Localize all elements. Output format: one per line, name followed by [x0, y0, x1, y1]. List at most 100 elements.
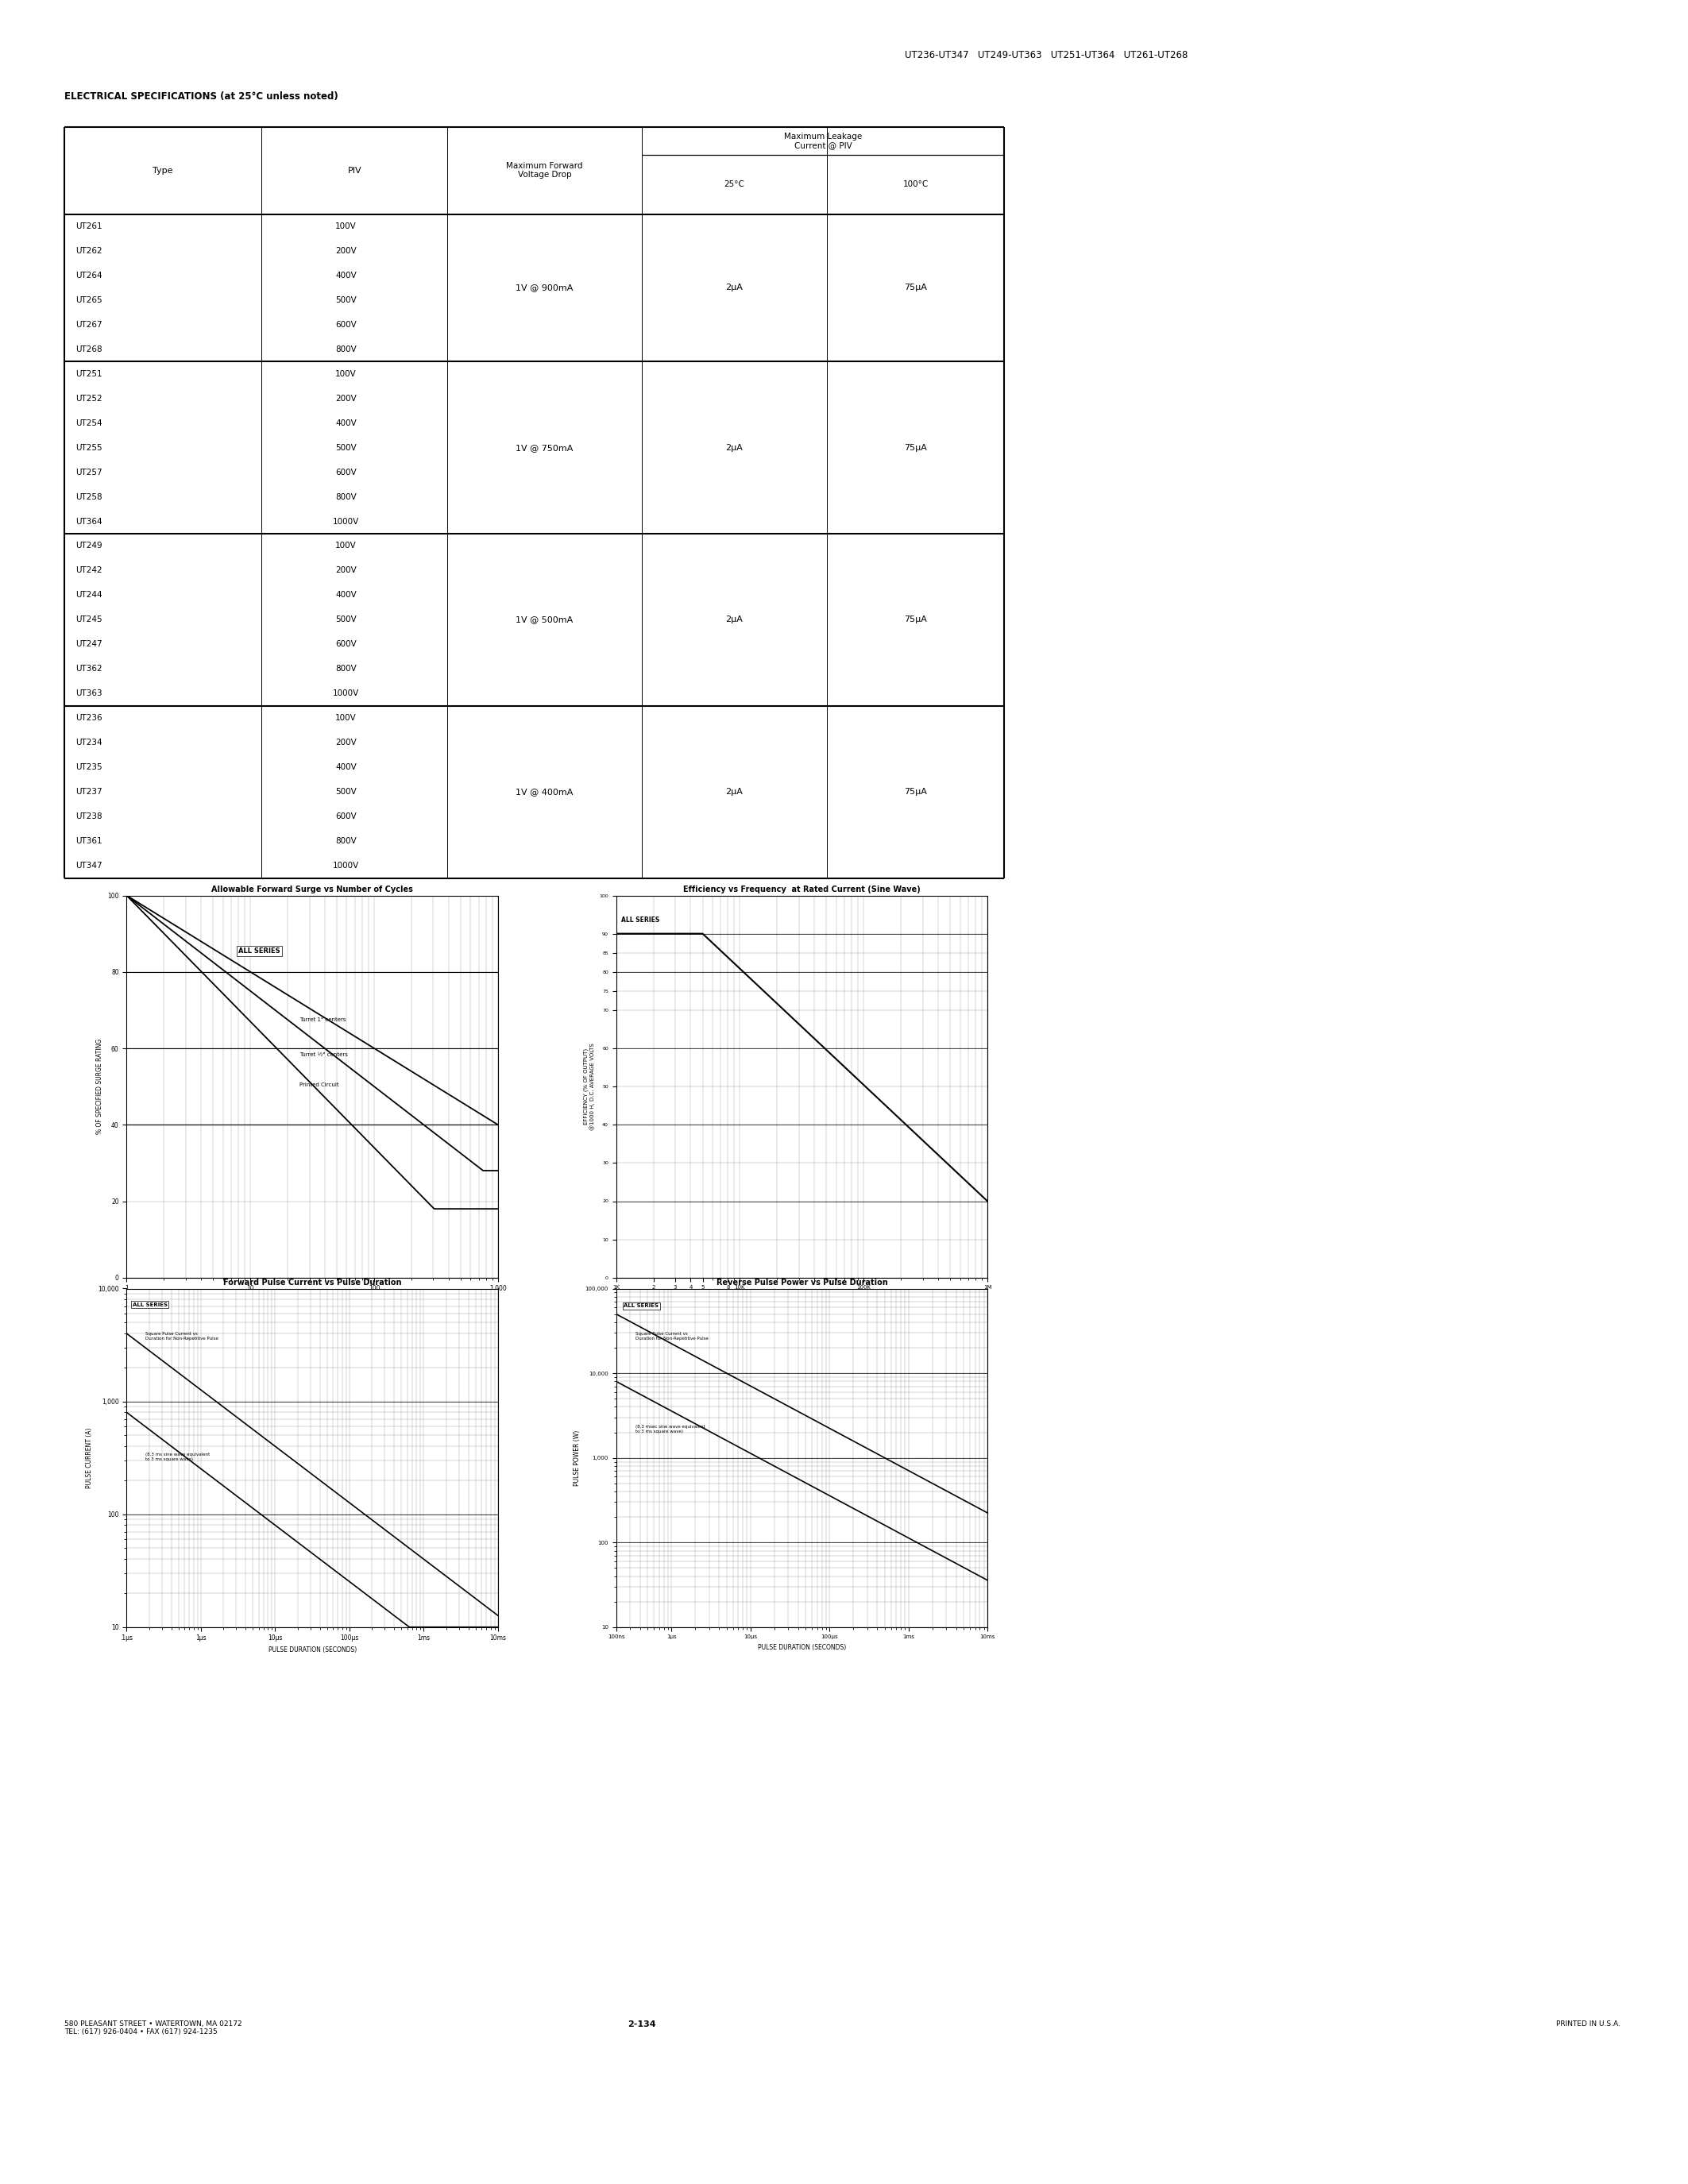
Text: 500V: 500V: [336, 297, 356, 304]
Text: ALL SERIES: ALL SERIES: [621, 917, 660, 924]
Text: UT261: UT261: [76, 223, 103, 229]
Text: 100V: 100V: [336, 542, 356, 550]
X-axis label: PULSE DURATION (SECONDS): PULSE DURATION (SECONDS): [758, 1645, 846, 1651]
Title: Reverse Pulse Power vs Pulse Duration: Reverse Pulse Power vs Pulse Duration: [716, 1280, 888, 1286]
Text: UT268: UT268: [76, 345, 103, 354]
Text: UT347: UT347: [76, 863, 103, 869]
Text: 100V: 100V: [336, 714, 356, 723]
Text: UT252: UT252: [76, 395, 103, 402]
X-axis label: PULSE DURATION (SECONDS): PULSE DURATION (SECONDS): [268, 1647, 356, 1653]
Text: UT245: UT245: [76, 616, 103, 625]
Text: UT255: UT255: [76, 443, 103, 452]
Text: UT244: UT244: [76, 592, 103, 598]
X-axis label: FREQUENCY (H$_2$) –HALF WAVE  RES STIVE LOAD  NO FILTER: FREQUENCY (H$_2$) –HALF WAVE RES STIVE L…: [717, 1295, 886, 1302]
Text: 2μA: 2μA: [726, 788, 743, 795]
Text: UT363: UT363: [76, 690, 103, 697]
Text: 800V: 800V: [336, 494, 356, 500]
Text: 100V: 100V: [336, 223, 356, 229]
Text: Turret 1" centers: Turret 1" centers: [300, 1018, 346, 1022]
Text: Square Pulse Current vs
Duration for Non-Repetitive Pulse: Square Pulse Current vs Duration for Non…: [635, 1332, 709, 1341]
Text: 600V: 600V: [336, 321, 356, 328]
Text: 500V: 500V: [336, 443, 356, 452]
Text: 400V: 400V: [336, 764, 356, 771]
Text: (8.3 ms sine wave equivalent
to 3 ms square wave): (8.3 ms sine wave equivalent to 3 ms squ…: [145, 1452, 209, 1461]
Text: UT247: UT247: [76, 640, 103, 649]
Text: 2-134: 2-134: [628, 2020, 655, 2029]
Text: UT257: UT257: [76, 467, 103, 476]
Y-axis label: % OF SPECIFIED SURGE RATING: % OF SPECIFIED SURGE RATING: [96, 1040, 103, 1133]
Title: Allowable Forward Surge vs Number of Cycles: Allowable Forward Surge vs Number of Cyc…: [211, 887, 414, 893]
Y-axis label: PULSE CURRENT (A): PULSE CURRENT (A): [86, 1428, 93, 1487]
Text: UT251: UT251: [76, 369, 103, 378]
Text: 1V @ 900mA: 1V @ 900mA: [515, 284, 574, 293]
Text: 2μA: 2μA: [726, 284, 743, 293]
Text: 800V: 800V: [336, 345, 356, 354]
Text: 75μA: 75μA: [905, 788, 927, 795]
Text: 500V: 500V: [336, 616, 356, 625]
Text: 600V: 600V: [336, 812, 356, 821]
Text: 400V: 400V: [336, 592, 356, 598]
Text: ALL SERIES: ALL SERIES: [238, 948, 280, 954]
Text: UT234: UT234: [76, 738, 103, 747]
Text: 2μA: 2μA: [726, 443, 743, 452]
Text: 800V: 800V: [336, 664, 356, 673]
Text: PRINTED IN U.S.A.: PRINTED IN U.S.A.: [1556, 2020, 1620, 2027]
Text: 580 PLEASANT STREET • WATERTOWN, MA 02172
TEL: (617) 926-0404 • FAX (617) 924-12: 580 PLEASANT STREET • WATERTOWN, MA 0217…: [64, 2020, 241, 2035]
Text: Maximum Leakage
Current @ PIV: Maximum Leakage Current @ PIV: [783, 133, 863, 149]
Text: ALL SERIES: ALL SERIES: [625, 1304, 658, 1308]
Title: Efficiency vs Frequency  at Rated Current (Sine Wave): Efficiency vs Frequency at Rated Current…: [684, 887, 920, 893]
Text: 100°C: 100°C: [903, 181, 928, 188]
Text: UT258: UT258: [76, 494, 103, 500]
Text: UT237: UT237: [76, 788, 103, 795]
Y-axis label: EFFICIENCY (% OF OUTPUT)
@1000 H, D.C. AVERAGE VOLTS: EFFICIENCY (% OF OUTPUT) @1000 H, D.C. A…: [584, 1044, 594, 1129]
Y-axis label: PULSE POWER (W): PULSE POWER (W): [574, 1431, 581, 1485]
Text: 1000V: 1000V: [333, 863, 360, 869]
Text: 200V: 200V: [336, 395, 356, 402]
Text: 200V: 200V: [336, 738, 356, 747]
Text: ALL SERIES: ALL SERIES: [132, 1302, 167, 1306]
Text: 100V: 100V: [336, 369, 356, 378]
Text: (8.3 msec sine wave equivalent
to 3 ms square wave): (8.3 msec sine wave equivalent to 3 ms s…: [635, 1424, 706, 1433]
Text: 75μA: 75μA: [905, 284, 927, 293]
Text: 1000V: 1000V: [333, 690, 360, 697]
Text: PIV: PIV: [348, 166, 361, 175]
Text: 500V: 500V: [336, 788, 356, 795]
Text: 600V: 600V: [336, 467, 356, 476]
Text: UT235: UT235: [76, 764, 103, 771]
Text: 1V @ 500mA: 1V @ 500mA: [517, 616, 574, 625]
Text: 200V: 200V: [336, 566, 356, 574]
Text: UT265: UT265: [76, 297, 103, 304]
Text: 1V @ 400mA: 1V @ 400mA: [515, 788, 574, 795]
Text: 800V: 800V: [336, 836, 356, 845]
Title: Forward Pulse Current vs Pulse Duration: Forward Pulse Current vs Pulse Duration: [223, 1280, 402, 1286]
Text: UT361: UT361: [76, 836, 103, 845]
Text: 400V: 400V: [336, 419, 356, 428]
Text: Maximum Forward
Voltage Drop: Maximum Forward Voltage Drop: [506, 162, 582, 179]
Text: UT267: UT267: [76, 321, 103, 328]
Text: Printed Circuit: Printed Circuit: [300, 1083, 339, 1088]
Text: 2μA: 2μA: [726, 616, 743, 625]
Text: 1000V: 1000V: [333, 518, 360, 526]
Text: UT249: UT249: [76, 542, 103, 550]
Text: UT236-UT347   UT249-UT363   UT251-UT364   UT261-UT268: UT236-UT347 UT249-UT363 UT251-UT364 UT26…: [905, 50, 1188, 61]
Text: 25°C: 25°C: [724, 181, 744, 188]
Text: 75μA: 75μA: [905, 616, 927, 625]
Text: UT238: UT238: [76, 812, 103, 821]
Text: ELECTRICAL SPECIFICATIONS (at 25°C unless noted): ELECTRICAL SPECIFICATIONS (at 25°C unles…: [64, 92, 338, 103]
Text: UT254: UT254: [76, 419, 103, 428]
X-axis label: CYCLES AT 60 H$_2$ HALF SINE WAVE: CYCLES AT 60 H$_2$ HALF SINE WAVE: [258, 1297, 366, 1306]
Text: UT364: UT364: [76, 518, 103, 526]
Text: UT264: UT264: [76, 271, 103, 280]
Text: UT236: UT236: [76, 714, 103, 723]
Text: UT362: UT362: [76, 664, 103, 673]
Text: 75μA: 75μA: [905, 443, 927, 452]
Text: UT242: UT242: [76, 566, 103, 574]
Text: Type: Type: [152, 166, 174, 175]
Text: 400V: 400V: [336, 271, 356, 280]
Text: UT262: UT262: [76, 247, 103, 256]
Text: 600V: 600V: [336, 640, 356, 649]
Text: 1V @ 750mA: 1V @ 750mA: [515, 443, 574, 452]
Text: Turret ½" centers: Turret ½" centers: [300, 1053, 348, 1057]
Text: Square Pulse Current vs
Duration for Non-Repetitive Pulse: Square Pulse Current vs Duration for Non…: [145, 1332, 218, 1341]
Text: 200V: 200V: [336, 247, 356, 256]
